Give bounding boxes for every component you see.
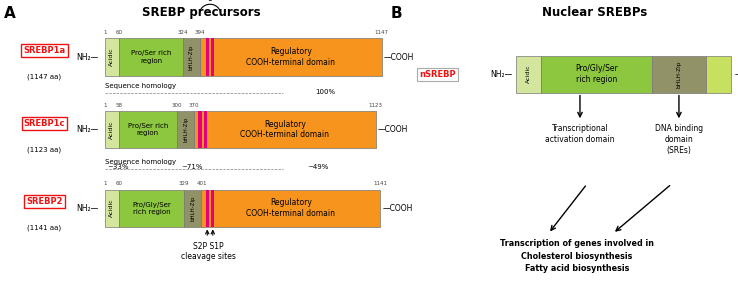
Bar xyxy=(199,111,201,148)
Text: Sequence homology: Sequence homology xyxy=(105,83,176,89)
Text: 401: 401 xyxy=(196,181,207,186)
Bar xyxy=(211,38,214,76)
Text: A: A xyxy=(4,6,15,21)
Bar xyxy=(177,111,194,148)
Text: Pro/Gly/Ser
rich region: Pro/Gly/Ser rich region xyxy=(132,201,171,215)
Bar xyxy=(706,56,731,93)
Text: 1147: 1147 xyxy=(375,30,389,35)
Bar xyxy=(652,56,706,93)
Bar xyxy=(516,56,541,93)
Text: —COOH: —COOH xyxy=(384,52,414,62)
Text: S2P S1P: S2P S1P xyxy=(193,242,224,251)
Text: ~33%: ~33% xyxy=(108,164,129,170)
Text: (1141 aa): (1141 aa) xyxy=(27,225,61,231)
Text: 324: 324 xyxy=(178,30,188,35)
Text: Nuclear SREBPs: Nuclear SREBPs xyxy=(542,6,647,19)
Bar xyxy=(105,190,119,227)
Text: Regulatory
COOH-terminal domain: Regulatory COOH-terminal domain xyxy=(246,47,335,67)
Text: SREBP2: SREBP2 xyxy=(27,197,63,206)
Text: 329: 329 xyxy=(179,181,190,186)
Text: 58: 58 xyxy=(115,103,122,108)
Text: —COOH: —COOH xyxy=(378,125,408,134)
Text: bHLH-Zip: bHLH-Zip xyxy=(189,44,194,70)
Bar xyxy=(211,190,214,227)
Text: 300: 300 xyxy=(172,103,182,108)
Bar xyxy=(206,190,209,227)
Text: 60: 60 xyxy=(116,30,123,35)
Text: NH₂—: NH₂— xyxy=(77,203,99,213)
Bar xyxy=(119,111,177,148)
Text: 100%: 100% xyxy=(315,89,336,95)
Text: —COOH: —COOH xyxy=(734,70,738,79)
Text: 60: 60 xyxy=(116,181,123,186)
Bar xyxy=(541,56,652,93)
Text: Acidic: Acidic xyxy=(526,65,531,84)
Bar xyxy=(119,190,184,227)
Text: NH₂—: NH₂— xyxy=(77,125,99,134)
Text: 370: 370 xyxy=(189,103,199,108)
Text: Transcriptional
activation domain: Transcriptional activation domain xyxy=(545,124,615,144)
Text: Sequence homology: Sequence homology xyxy=(105,158,176,165)
Text: B: B xyxy=(391,6,402,21)
Text: —COOH: —COOH xyxy=(382,203,413,213)
Text: SREBP precursors: SREBP precursors xyxy=(142,6,261,19)
Text: bHLH-Zip: bHLH-Zip xyxy=(183,117,188,142)
Text: NH₂—: NH₂— xyxy=(490,70,512,79)
Text: NH₂—: NH₂— xyxy=(77,52,99,62)
Text: 1: 1 xyxy=(103,181,106,186)
Bar xyxy=(119,38,183,76)
Text: nSREBP: nSREBP xyxy=(419,70,455,79)
Text: ~71%: ~71% xyxy=(181,164,202,170)
Text: (1147 aa): (1147 aa) xyxy=(27,74,61,80)
Text: 394: 394 xyxy=(195,30,205,35)
Text: ~49%: ~49% xyxy=(307,164,328,170)
Text: Acidic: Acidic xyxy=(109,48,114,66)
Text: 1: 1 xyxy=(103,103,106,108)
Bar xyxy=(200,38,382,76)
Text: TM segment: TM segment xyxy=(184,0,236,1)
Text: 1141: 1141 xyxy=(373,181,387,186)
Text: cleavage sites: cleavage sites xyxy=(181,252,235,261)
Bar xyxy=(204,111,207,148)
Bar xyxy=(194,111,376,148)
Text: (1123 aa): (1123 aa) xyxy=(27,146,61,153)
Text: 1: 1 xyxy=(103,30,106,35)
Bar xyxy=(105,111,119,148)
Text: Acidic: Acidic xyxy=(109,120,114,139)
Text: Regulatory
COOH-terminal domain: Regulatory COOH-terminal domain xyxy=(246,198,335,218)
Text: SREBP1a: SREBP1a xyxy=(24,46,66,55)
Text: Pro/Ser rich
region: Pro/Ser rich region xyxy=(131,50,171,64)
Bar xyxy=(184,190,201,227)
Text: Pro/Ser rich
region: Pro/Ser rich region xyxy=(128,123,168,136)
Text: Acidic: Acidic xyxy=(109,199,114,217)
Text: bHLH-Zip: bHLH-Zip xyxy=(190,195,196,221)
Bar xyxy=(206,38,209,76)
Text: Transcription of genes involved in
Cholesterol biosynthesis
Fatty acid biosynthe: Transcription of genes involved in Chole… xyxy=(500,239,654,273)
Text: Pro/Gly/Ser
rich region: Pro/Gly/Ser rich region xyxy=(575,64,618,84)
Text: bHLH-Zip: bHLH-Zip xyxy=(677,60,681,88)
Text: DNA binding
domain
(SREs): DNA binding domain (SREs) xyxy=(655,124,703,155)
Bar xyxy=(201,190,380,227)
Text: SREBP1c: SREBP1c xyxy=(24,119,65,128)
Bar xyxy=(105,38,119,76)
Text: 1123: 1123 xyxy=(369,103,383,108)
Bar xyxy=(183,38,200,76)
Text: Regulatory
COOH-terminal domain: Regulatory COOH-terminal domain xyxy=(241,120,329,139)
